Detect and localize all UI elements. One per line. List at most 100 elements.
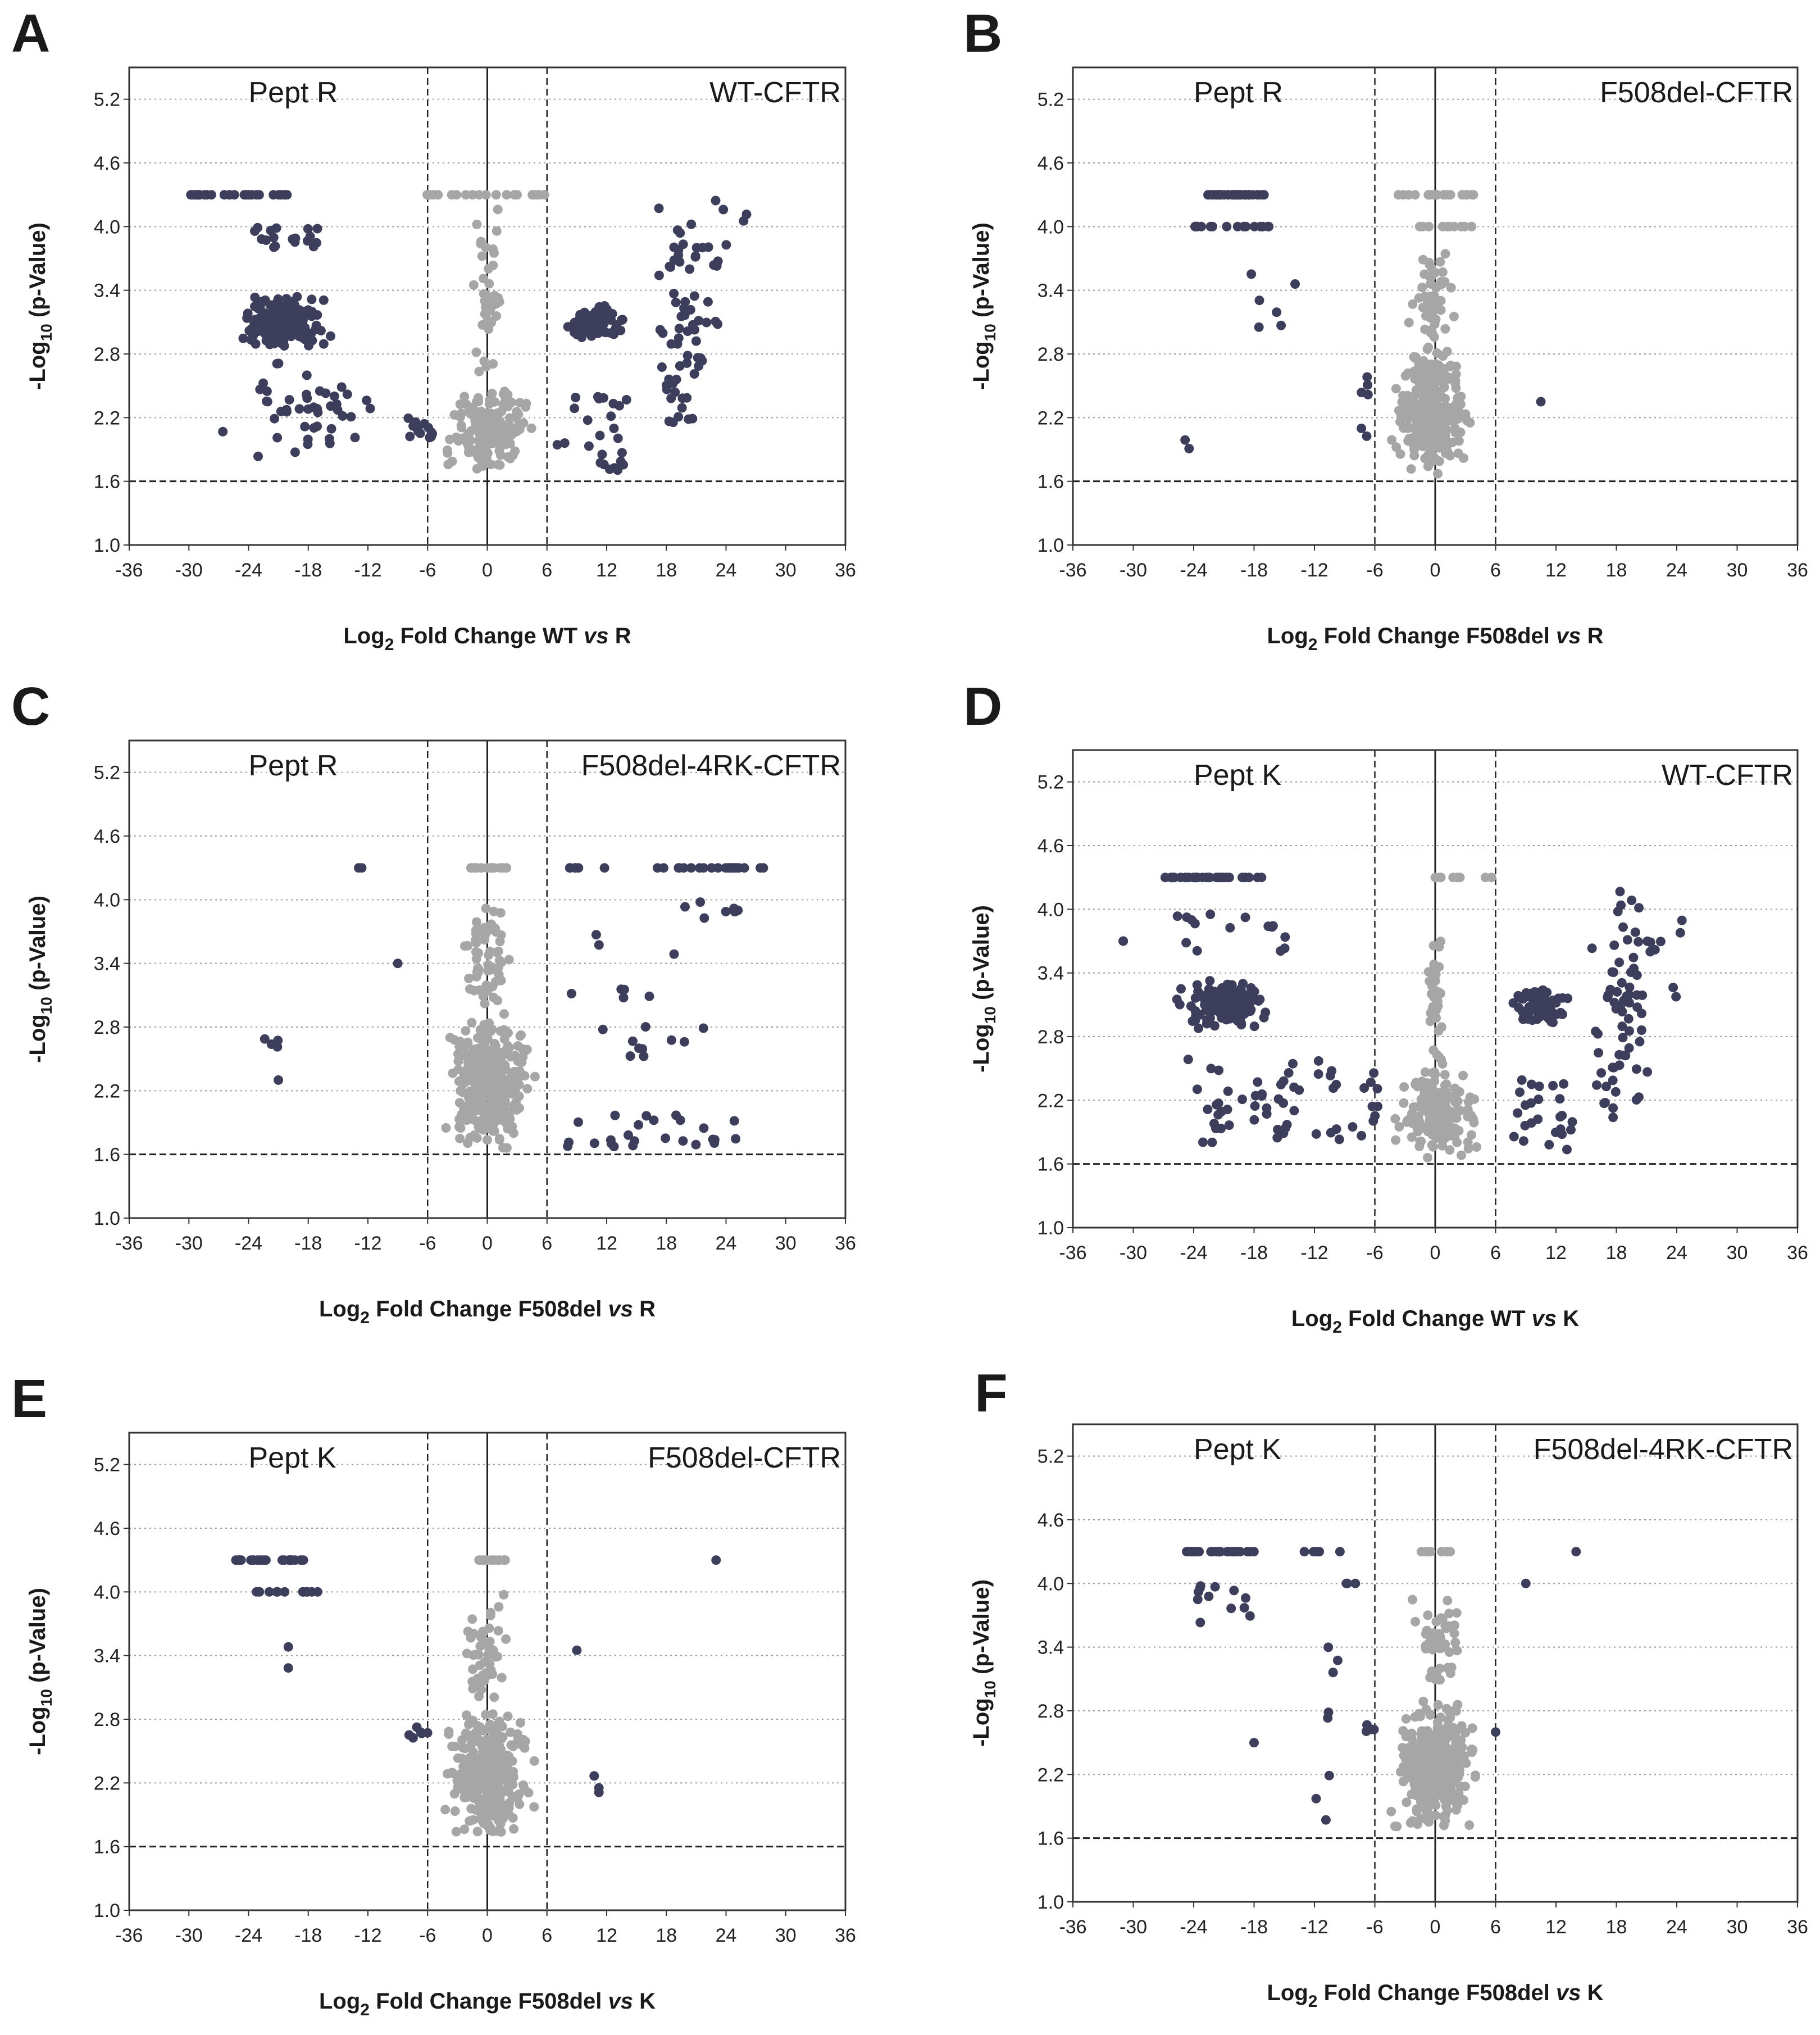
non-significant-point [490, 1761, 499, 1771]
significant-point [393, 959, 403, 969]
x-tick-label: -12 [1300, 1916, 1328, 1938]
significant-point [1250, 1101, 1260, 1111]
x-tick-label: 30 [1727, 1916, 1748, 1938]
x-axis-title-end: R [633, 1297, 656, 1321]
x-axis-title: Log2 Fold Change F508del vs K [319, 1989, 656, 2019]
non-significant-point [1449, 1629, 1459, 1638]
plot-frame [128, 739, 847, 1219]
significant-point [691, 336, 701, 346]
non-significant-point [1427, 1140, 1437, 1150]
x-tick-label: 6 [542, 1925, 552, 1946]
significant-point [1515, 1087, 1525, 1097]
non-significant-point [486, 460, 496, 470]
non-significant-point [1472, 1142, 1482, 1152]
significant-point [279, 341, 289, 351]
significant-point [1204, 1591, 1214, 1601]
non-significant-point [472, 967, 482, 977]
significant-point [1608, 1103, 1618, 1113]
non-significant-point [461, 1026, 471, 1036]
significant-point [1253, 1077, 1263, 1087]
x-tick-label: 30 [1727, 560, 1748, 581]
significant-point [303, 305, 313, 315]
y-axis-title: -Log10 (p-Value) [25, 222, 55, 390]
x-tick-label: -30 [175, 560, 203, 581]
significant-point [1517, 1075, 1527, 1085]
significant-point [1516, 993, 1526, 1003]
non-significant-point [477, 320, 488, 330]
non-significant-point [461, 190, 471, 200]
data-points [1182, 1547, 1581, 1832]
significant-point [1617, 978, 1627, 988]
data-points [231, 1555, 721, 1837]
non-significant-point [1437, 267, 1448, 277]
non-significant-point [1445, 1708, 1455, 1718]
non-significant-point [1429, 1097, 1439, 1107]
x-axis-title-subscript: 2 [360, 1309, 370, 1327]
non-significant-point [496, 1114, 506, 1124]
non-significant-point [479, 274, 489, 284]
non-significant-point [495, 1061, 506, 1071]
significant-point [729, 863, 739, 873]
significant-point [1195, 1581, 1205, 1591]
y-tick-label: 5.2 [1038, 89, 1064, 111]
y-axis-title-rest: (p-Value) [25, 896, 50, 997]
significant-point [292, 292, 302, 302]
non-significant-point [503, 1711, 513, 1721]
significant-point [326, 331, 335, 341]
non-significant-point [1440, 1070, 1450, 1080]
non-significant-point [498, 863, 508, 873]
plot-frame [1072, 66, 1799, 546]
significant-point [691, 1139, 701, 1150]
y-tick-label: 2.8 [94, 1709, 120, 1730]
x-tick-label: -36 [1059, 1242, 1086, 1264]
non-significant-point [1432, 1118, 1442, 1128]
x-tick-label: 36 [835, 1233, 856, 1254]
y-tick-label: 4.6 [94, 153, 120, 174]
non-significant-point [1452, 1646, 1462, 1656]
significant-point [1186, 1001, 1196, 1011]
significant-point [1634, 937, 1644, 947]
non-significant-point [468, 404, 479, 414]
significant-point [675, 257, 685, 267]
y-tick-label: 1.0 [94, 1900, 120, 1922]
significant-point [256, 1555, 266, 1565]
x-tick-label: 0 [1430, 1242, 1441, 1264]
significant-point [1225, 998, 1235, 1008]
non-significant-point [474, 366, 484, 376]
significant-point [1278, 1076, 1289, 1086]
non-significant-point [1468, 190, 1478, 200]
non-significant-point [506, 1740, 516, 1750]
non-significant-point [1414, 221, 1425, 231]
non-significant-point [482, 986, 492, 996]
significant-point [1213, 190, 1223, 200]
y-tick-label: 2.8 [1038, 1701, 1064, 1722]
data-points [1118, 873, 1687, 1162]
non-significant-point [1431, 1810, 1441, 1820]
y-tick-label: 5.2 [94, 89, 120, 111]
significant-point [1212, 873, 1221, 883]
non-significant-point [515, 1031, 525, 1041]
non-significant-point [1405, 1773, 1416, 1783]
significant-point [610, 1110, 620, 1120]
significant-point [1249, 1738, 1259, 1748]
y-tick-label: 4.0 [94, 216, 120, 238]
significant-point [711, 196, 721, 206]
significant-point [1289, 1106, 1299, 1116]
non-significant-point [494, 969, 504, 979]
y-tick-label: 1.0 [1038, 1892, 1064, 1913]
non-significant-point [1437, 1747, 1448, 1757]
significant-point [677, 393, 688, 403]
x-tick-label: -36 [115, 560, 143, 581]
significant-point [1192, 946, 1202, 956]
significant-point [606, 411, 616, 421]
x-axis-title-main: Fold Change F508del [370, 1989, 608, 2014]
significant-point [617, 448, 627, 458]
non-significant-point [1417, 283, 1427, 293]
y-tick-label: 4.0 [1038, 1573, 1064, 1595]
non-significant-point [1391, 1135, 1401, 1145]
significant-point [247, 323, 257, 333]
non-significant-point [474, 1782, 483, 1792]
y-tick-label: 3.4 [1038, 280, 1064, 302]
non-significant-point [1399, 1098, 1409, 1108]
panel-b: B 1.0 1.6 2.2 2.8 3.4 4.0 4.6 5.2 -36 -30 -24 -18 -12… [963, 3, 1808, 654]
